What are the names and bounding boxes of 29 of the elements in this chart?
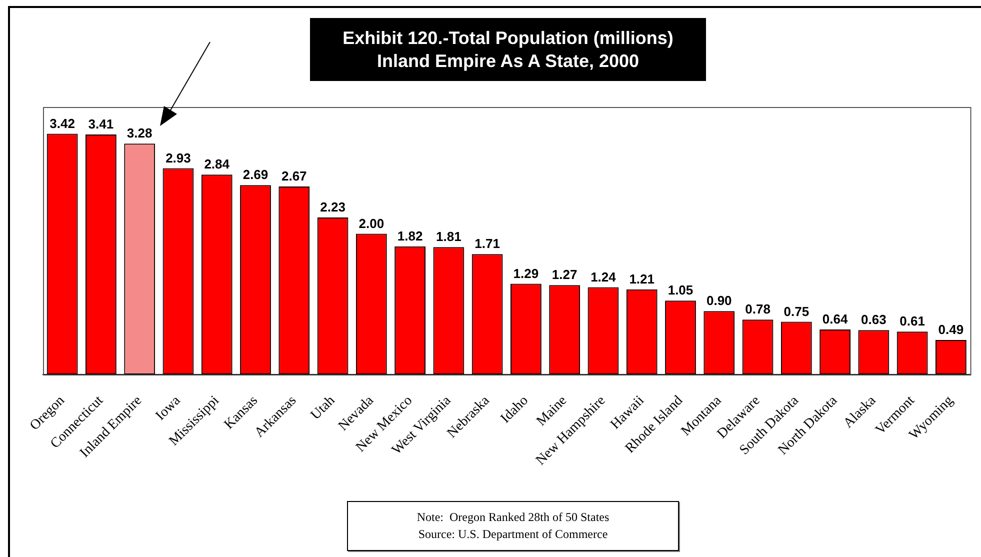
data-label: 2.93: [166, 150, 191, 166]
data-label: 2.23: [320, 200, 346, 215]
data-label: 0.90: [706, 293, 732, 308]
data-label: 1.21: [629, 271, 655, 286]
data-label: 0.75: [784, 304, 810, 319]
data-label: 2.67: [281, 168, 307, 184]
chart-subtitle: Inland Empire As A State, 2000: [376, 50, 640, 72]
data-label: 2.69: [242, 167, 268, 182]
data-label: 3.42: [50, 116, 75, 131]
data-label: 0.61: [900, 314, 925, 329]
data-label: 2.00: [358, 216, 384, 231]
data-label: 0.63: [861, 312, 886, 328]
data-label: 1.27: [552, 267, 578, 282]
data-label: 1.24: [590, 269, 617, 284]
data-label: 0.64: [822, 312, 848, 327]
data-label: 1.05: [668, 282, 694, 298]
data-label: 0.78: [745, 302, 770, 317]
data-label: 3.41: [88, 116, 114, 132]
data-label: 1.82: [397, 228, 423, 244]
data-label: 2.84: [204, 156, 230, 172]
x-tick-label: Utah: [308, 393, 338, 424]
data-label: 1.81: [436, 229, 462, 244]
source-note: Source: U.S. Department of Commerce: [417, 526, 609, 543]
data-label: 1.71: [474, 236, 500, 252]
data-label: 1.29: [513, 266, 539, 281]
text: Note: Oregon Ranked 28th of 50 States: [416, 509, 610, 526]
chart-title: Exhibit 120.-Total Population (millions): [342, 26, 674, 50]
data-label: 0.49: [938, 322, 964, 338]
data-label: 3.28: [126, 126, 152, 141]
